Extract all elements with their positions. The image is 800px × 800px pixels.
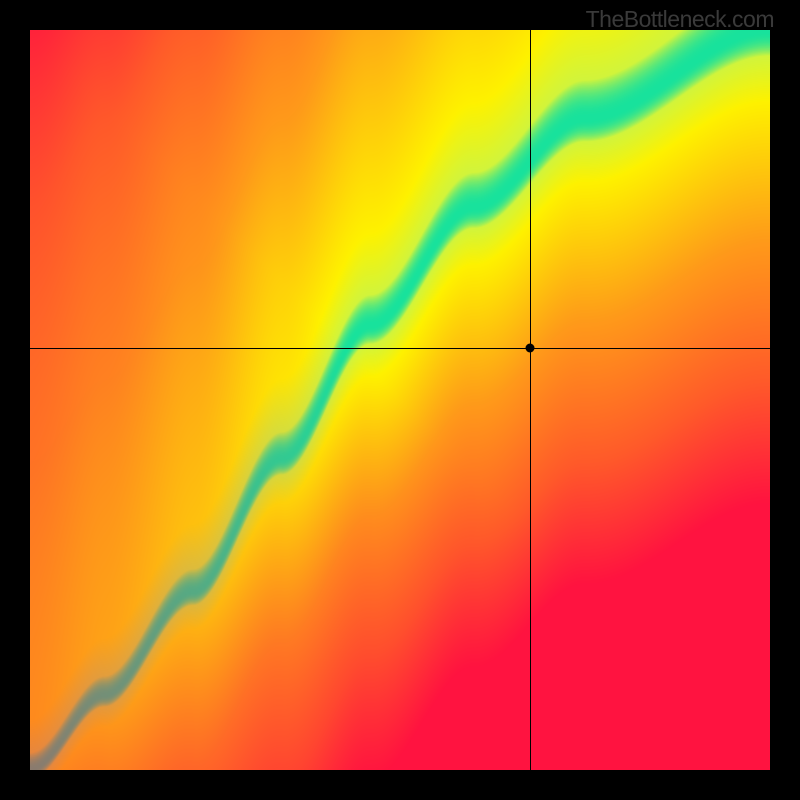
- heatmap-canvas: [30, 30, 770, 770]
- plot-area: [30, 30, 770, 770]
- crosshair-marker: [525, 344, 534, 353]
- crosshair-vertical: [530, 30, 531, 770]
- watermark-text: TheBottleneck.com: [586, 6, 774, 33]
- crosshair-horizontal: [30, 348, 770, 349]
